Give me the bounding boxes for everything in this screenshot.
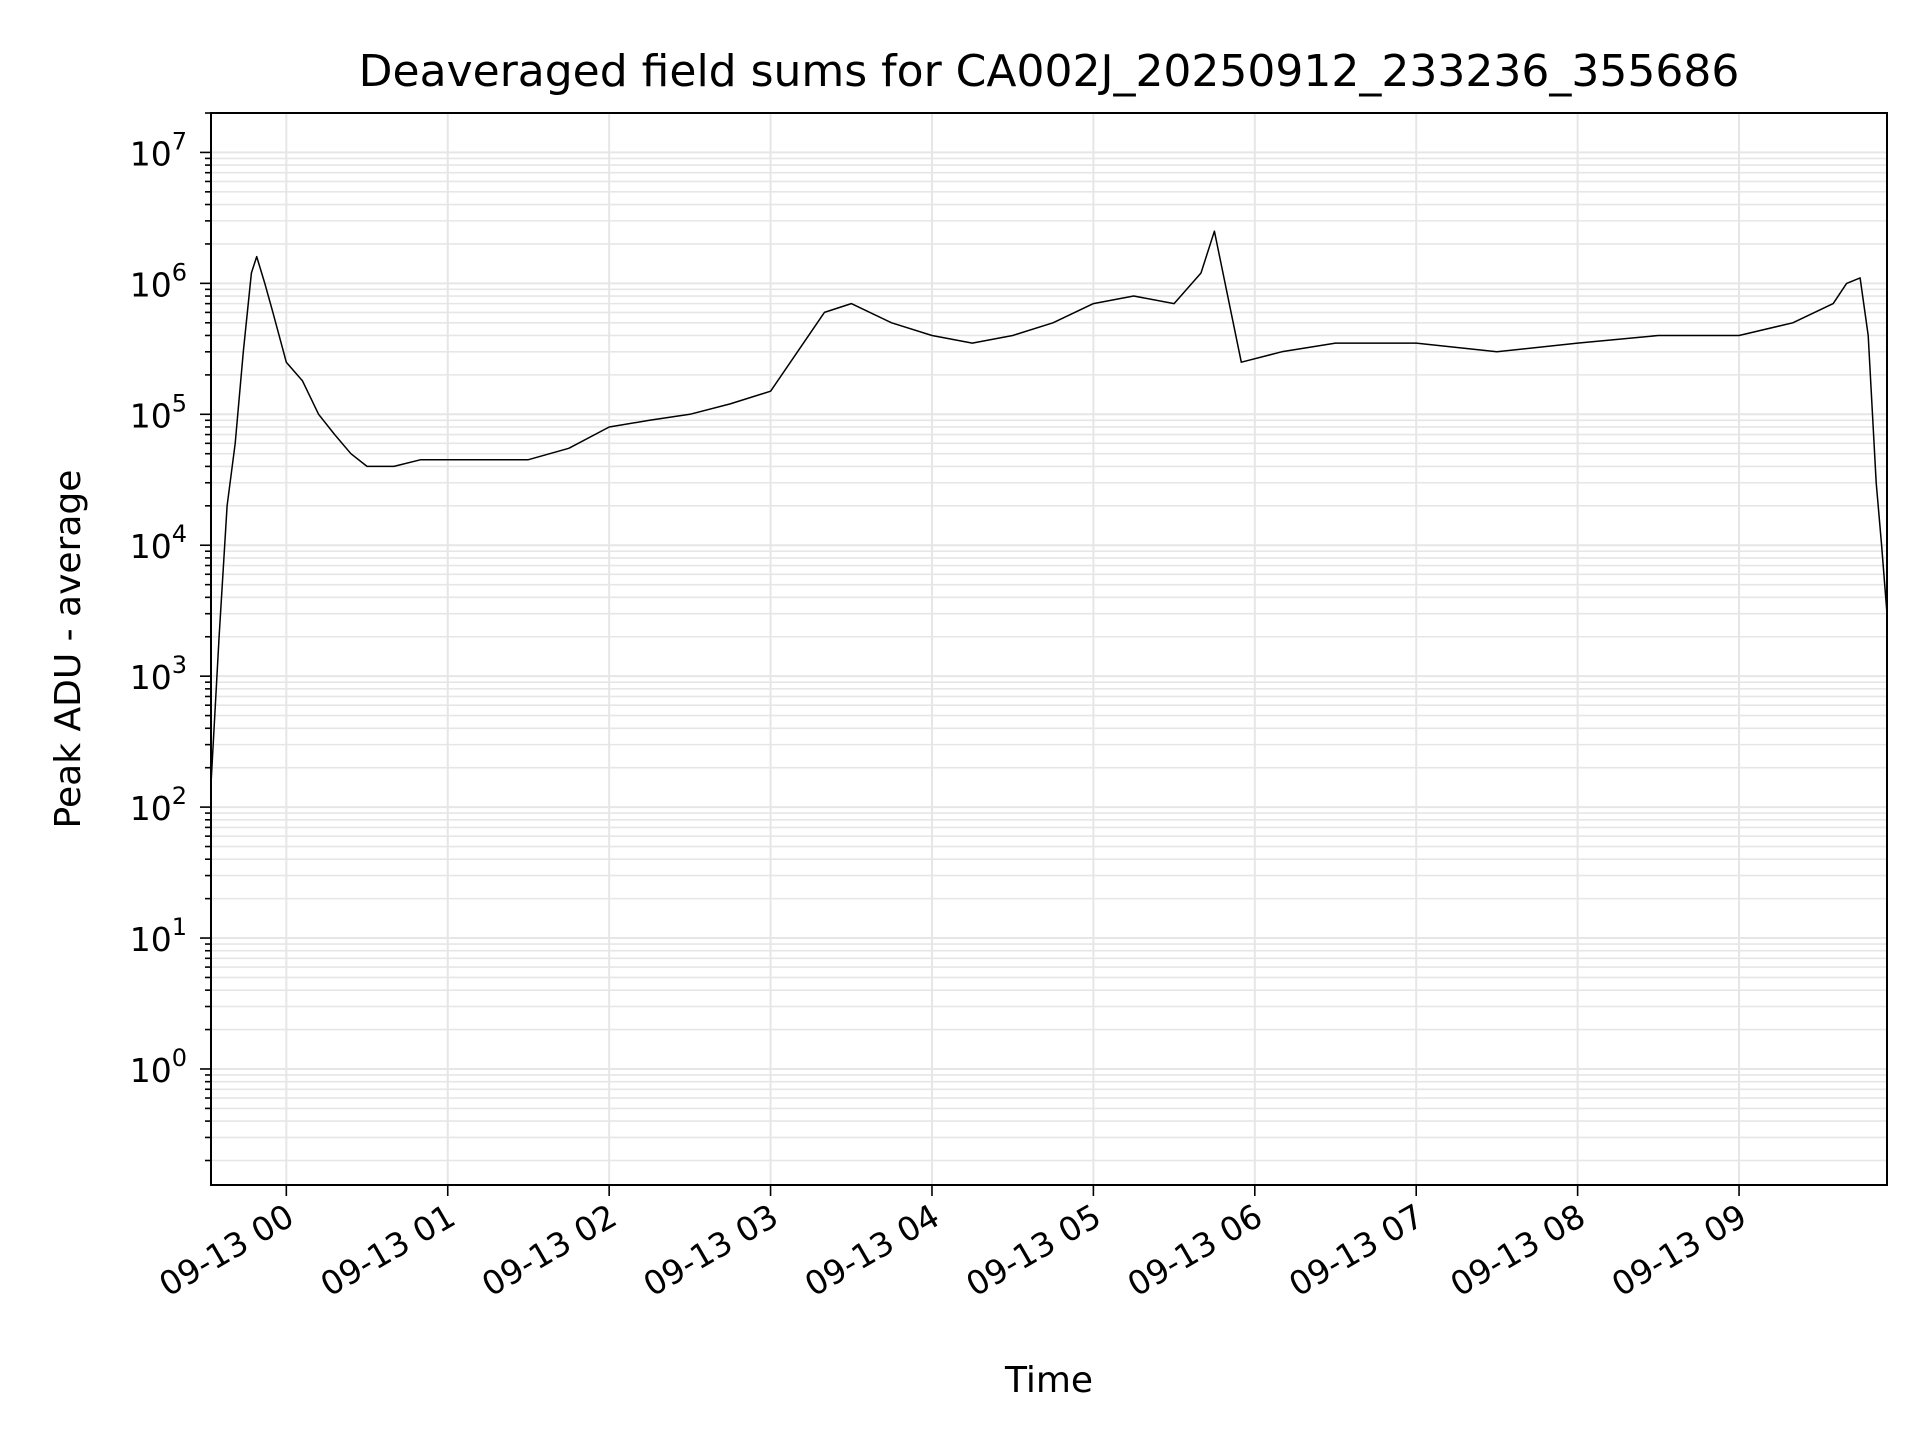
x-axis-label: Time — [1004, 1360, 1093, 1401]
y-tick-label: 101 — [130, 913, 187, 959]
y-tick-label: 100 — [130, 1044, 187, 1090]
grid — [211, 112, 1887, 1185]
y-axis-label: Peak ADU - average — [48, 470, 89, 829]
y-tick-label: 104 — [130, 520, 187, 566]
plot-area — [210, 230, 1888, 785]
plot-frame — [210, 112, 1888, 1186]
y-tick-label: 103 — [130, 651, 187, 697]
y-tick-label: 105 — [130, 389, 187, 435]
y-tick-label: 106 — [130, 258, 187, 304]
y-tick-label: 102 — [130, 782, 187, 828]
series-line — [210, 230, 1888, 785]
chart-title: Deaveraged field sums for CA002J_2025091… — [359, 46, 1740, 97]
y-tick-label: 107 — [130, 127, 187, 173]
